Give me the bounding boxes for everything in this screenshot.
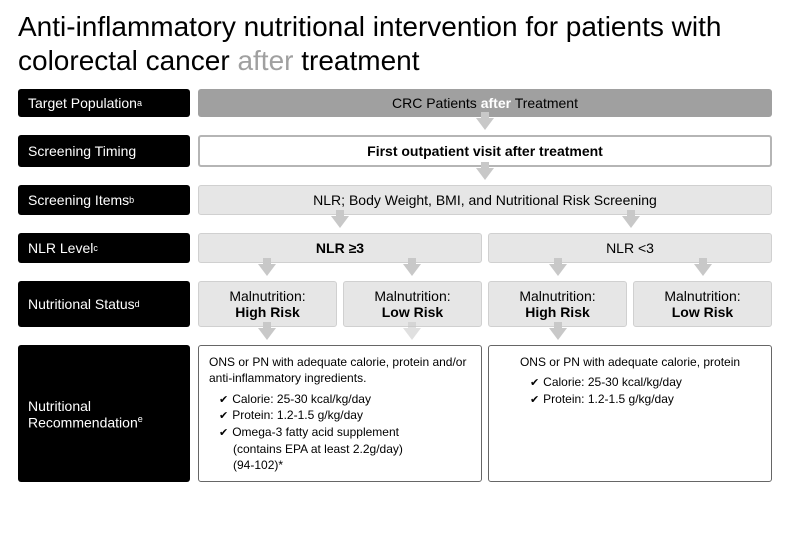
target-post: Treatment <box>511 95 578 111</box>
label-timing: Screening Timing <box>18 135 190 167</box>
label-nlr-sup: c <box>93 243 98 253</box>
box-status-ge3-low: Malnutrition:Low Risk <box>343 281 482 327</box>
low-risk: Low Risk <box>672 304 733 320</box>
row-target: Target Populationa CRC Patients after Tr… <box>18 89 772 117</box>
label-status-text: Nutritional Status <box>28 296 135 312</box>
rec-right-intro: ONS or PN with adequate calorie, protein <box>520 354 740 370</box>
row-timing: Screening Timing First outpatient visit … <box>18 135 772 167</box>
page-title: Anti-inflammatory nutritional interventi… <box>18 10 772 77</box>
box-rec-right: ONS or PN with adequate calorie, protein… <box>488 345 772 482</box>
arrow-icon <box>258 264 276 276</box>
label-items-sup: b <box>129 195 134 205</box>
arrow-icon <box>549 264 567 276</box>
mal-label: Malnutrition: <box>374 288 450 304</box>
mal-label: Malnutrition: <box>519 288 595 304</box>
arrow-row-2 <box>18 168 772 184</box>
box-status-ge3-high: Malnutrition:High Risk <box>198 281 337 327</box>
row-status: Nutritional Statusd Malnutrition:High Ri… <box>18 281 772 327</box>
arrow-row-4 <box>18 264 772 280</box>
label-timing-text: Screening Timing <box>28 143 136 159</box>
label-status: Nutritional Statusd <box>18 281 190 327</box>
row-items: Screening Itemsb NLR; Body Weight, BMI, … <box>18 185 772 215</box>
row-nlr: NLR Levelc NLR ≥3 NLR <3 <box>18 233 772 263</box>
target-after: after <box>481 95 511 111</box>
label-items: Screening Itemsb <box>18 185 190 215</box>
arrow-icon <box>476 118 494 130</box>
rec-left-intro: ONS or PN with adequate calorie, protein… <box>209 354 471 386</box>
target-pre: CRC Patients <box>392 95 481 111</box>
arrow-icon <box>258 328 276 340</box>
rec-protein: Protein: 1.2-1.5 g/kg/day <box>528 391 740 408</box>
arrow-icon <box>476 168 494 180</box>
box-nlr-lt3: NLR <3 <box>488 233 772 263</box>
arrow-icon <box>694 264 712 276</box>
label-items-text: Screening Items <box>28 192 129 208</box>
box-nlr-ge3: NLR ≥3 <box>198 233 482 263</box>
rec-calorie: Calorie: 25-30 kcal/kg/day <box>217 391 471 408</box>
high-risk: High Risk <box>525 304 590 320</box>
rec-omega-a: Omega-3 fatty acid supplement <box>217 424 471 441</box>
label-target-sup: a <box>137 98 142 108</box>
box-screening-items: NLR; Body Weight, BMI, and Nutritional R… <box>198 185 772 215</box>
arrow-icon <box>622 216 640 228</box>
mal-label: Malnutrition: <box>664 288 740 304</box>
title-post: treatment <box>293 45 419 76</box>
arrow-icon <box>331 216 349 228</box>
high-risk: High Risk <box>235 304 300 320</box>
arrow-row-3 <box>18 216 772 232</box>
arrow-row-1 <box>18 118 772 134</box>
label-target: Target Populationa <box>18 89 190 117</box>
rec-omega-b: (contains EPA at least 2.2g/day) <box>231 441 471 457</box>
rec-protein: Protein: 1.2-1.5 g/kg/day <box>217 407 471 424</box>
label-rec: Nutritional Recommendatione <box>18 345 190 482</box>
box-rec-left: ONS or PN with adequate calorie, protein… <box>198 345 482 482</box>
label-rec-sup: e <box>138 414 143 424</box>
arrow-icon <box>403 264 421 276</box>
row-rec: Nutritional Recommendatione ONS or PN wi… <box>18 345 772 482</box>
rec-calorie: Calorie: 25-30 kcal/kg/day <box>528 374 740 391</box>
title-grey: after <box>237 45 293 76</box>
arrow-icon <box>549 328 567 340</box>
box-status-lt3-high: Malnutrition:High Risk <box>488 281 627 327</box>
label-status-sup: d <box>135 299 140 309</box>
rec-omega-c: (94-102)* <box>231 457 471 473</box>
label-nlr: NLR Levelc <box>18 233 190 263</box>
label-nlr-text: NLR Level <box>28 240 93 256</box>
label-target-text: Target Population <box>28 95 137 111</box>
mal-label: Malnutrition: <box>229 288 305 304</box>
arrow-dashed-icon <box>403 328 421 340</box>
label-rec-text: Nutritional Recommendation <box>28 398 138 431</box>
box-status-lt3-low: Malnutrition:Low Risk <box>633 281 772 327</box>
arrow-row-5 <box>18 328 772 344</box>
low-risk: Low Risk <box>382 304 443 320</box>
